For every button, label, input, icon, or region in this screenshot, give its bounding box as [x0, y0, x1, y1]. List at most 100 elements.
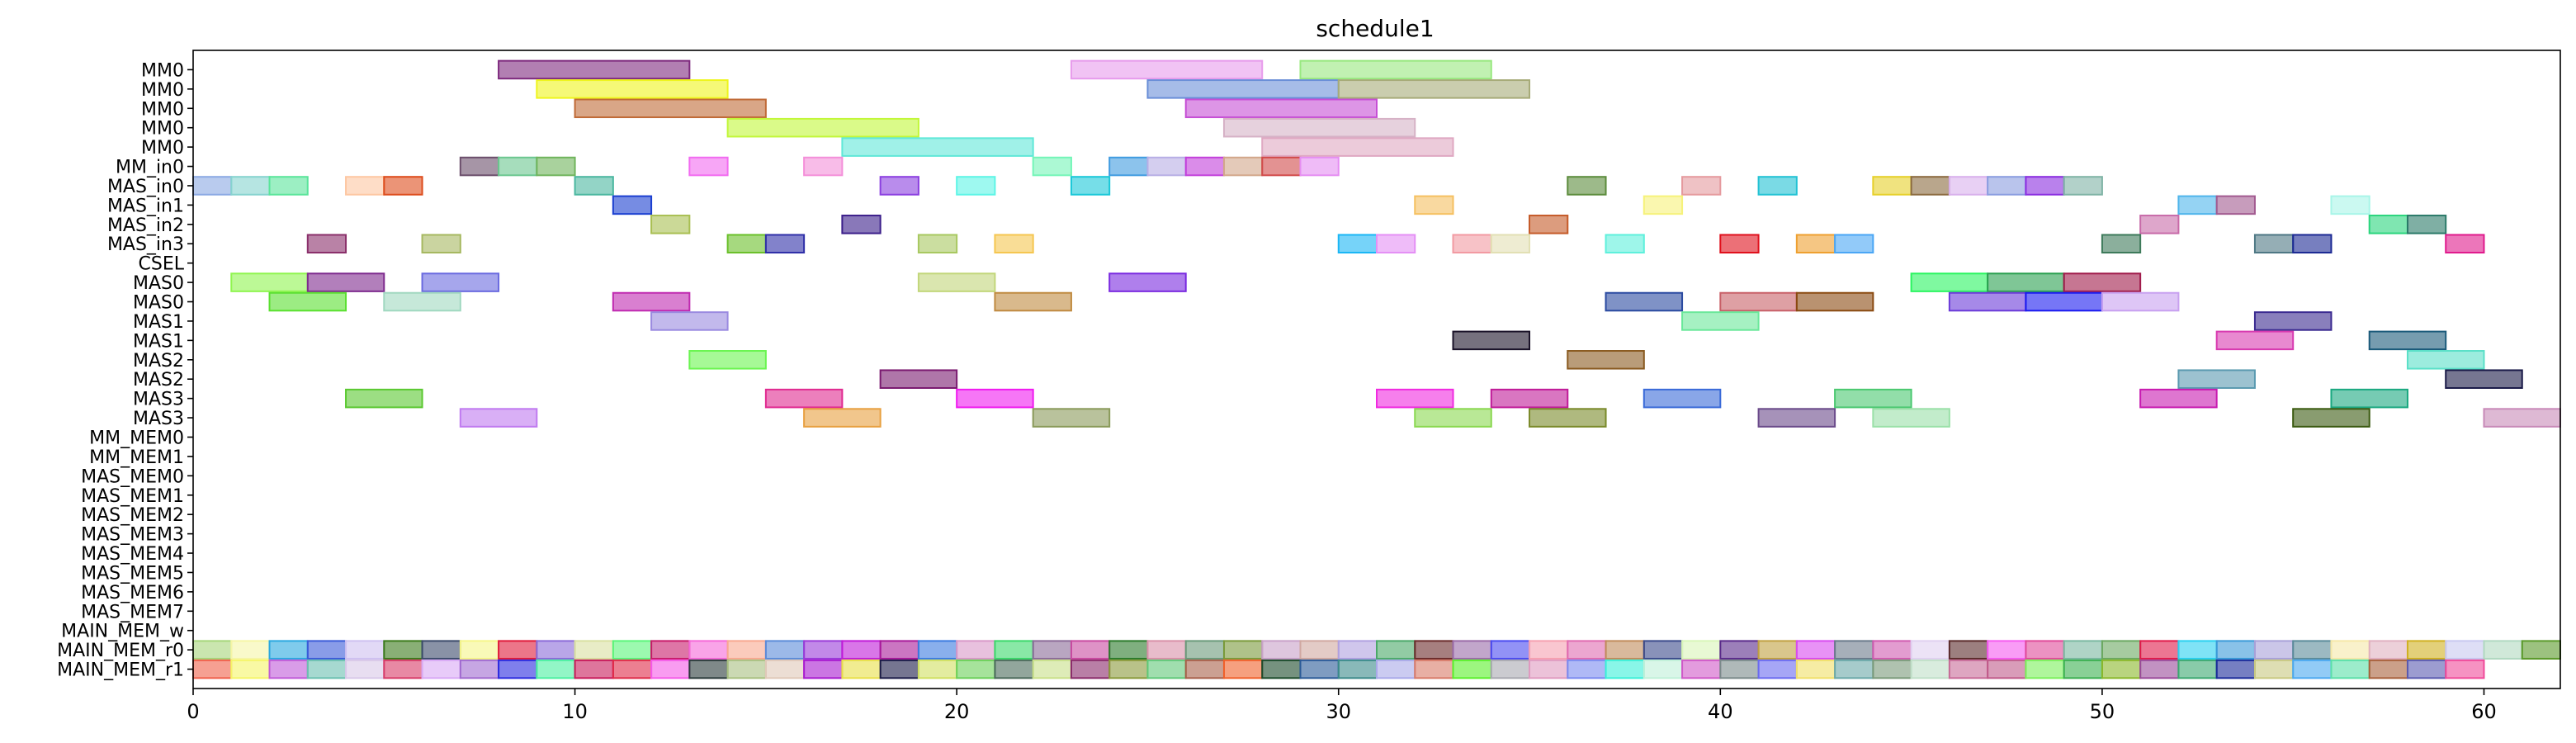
y-tick-label: MAS_MEM6	[81, 583, 184, 603]
mem-read1-bar	[1414, 659, 1454, 679]
mem-read1-bar	[1567, 659, 1607, 679]
mem-read1-bar	[2215, 659, 2256, 679]
task-bar	[498, 156, 538, 177]
mem-read0-bar	[1184, 640, 1225, 660]
y-tick-label: MAIN_MEM_r0	[57, 641, 184, 661]
mem-read0-bar	[1642, 640, 1684, 660]
task-bar	[688, 350, 767, 370]
mem-read0-bar	[345, 640, 385, 660]
task-bar	[1414, 195, 1454, 215]
mem-read1-bar	[192, 659, 233, 679]
task-bar	[2025, 176, 2065, 196]
y-tick-label: MAS_MEM1	[81, 486, 184, 507]
task-bar	[2101, 234, 2142, 254]
mem-read1-bar	[1452, 659, 1492, 679]
task-bar	[2177, 195, 2218, 215]
mem-read1-bar	[1337, 659, 1378, 679]
mem-read0-bar	[688, 640, 729, 660]
mem-read0-bar	[1299, 640, 1340, 660]
task-bar	[1299, 156, 1340, 177]
mem-read1-bar	[1261, 659, 1302, 679]
task-bar	[1872, 408, 1950, 428]
task-bar	[306, 234, 347, 254]
mem-read0-bar	[2025, 640, 2065, 660]
mem-read1-bar	[2253, 659, 2295, 679]
task-bar	[1452, 330, 1531, 351]
y-tick-label: MAIN_MEM_w	[61, 622, 184, 642]
task-bar	[1910, 272, 1989, 292]
mem-read1-bar	[2177, 659, 2218, 679]
y-axis-labels: MM0MM0MM0MM0MM0MM_in0MAS_in0MAS_in1MAS_i…	[57, 60, 193, 681]
task-bar	[1222, 117, 1416, 138]
mem-read1-bar	[1987, 659, 2027, 679]
mem-read0-bar	[1376, 640, 1416, 660]
task-bar	[879, 176, 919, 196]
mem-read1-bar	[459, 659, 500, 679]
task-bar	[1146, 79, 1340, 99]
x-tick-label: 0	[187, 700, 199, 723]
mem-read0-bar	[764, 640, 806, 660]
mem-read0-bar	[536, 640, 576, 660]
mem-read1-bar	[994, 659, 1034, 679]
y-tick-label: MAIN_MEM_r1	[57, 660, 184, 681]
task-bar	[2139, 215, 2180, 234]
y-tick-label: MM0	[141, 119, 184, 140]
task-bar	[994, 291, 1072, 312]
task-bar	[2406, 350, 2485, 370]
task-bar	[574, 176, 614, 196]
task-bar	[1642, 388, 1722, 409]
mem-read1-bar	[956, 659, 996, 679]
mem-read0-bar	[994, 640, 1034, 660]
task-bar	[230, 272, 309, 292]
task-bar	[2330, 195, 2370, 215]
mem-read0-bar	[459, 640, 500, 660]
task-bar	[1795, 234, 1836, 254]
task-bar	[764, 234, 806, 254]
mem-read0-bar	[574, 640, 614, 660]
task-bar	[2215, 195, 2256, 215]
task-bar	[2177, 369, 2256, 389]
y-tick-label: MAS_in2	[107, 215, 184, 236]
task-bar	[1795, 291, 1874, 312]
mem-read0-bar	[2292, 640, 2333, 660]
task-bar	[841, 137, 1034, 157]
mem-read0-bar	[2253, 640, 2295, 660]
mem-read0-bar	[383, 640, 423, 660]
y-tick-label: MAS_MEM0	[81, 466, 184, 487]
task-bar	[994, 234, 1034, 254]
task-bar	[2445, 369, 2523, 389]
task-bar	[2215, 330, 2295, 351]
task-bar	[650, 215, 691, 234]
mem-read0-bar	[1222, 640, 1264, 660]
mem-read1-bar	[1184, 659, 1225, 679]
y-tick-label: MM0	[141, 80, 184, 101]
mem-read1-bar	[1642, 659, 1684, 679]
y-tick-label: MAS3	[133, 390, 184, 410]
mem-read0-bar	[1567, 640, 1607, 660]
mem-read0-bar	[1605, 640, 1645, 660]
task-bar	[2025, 291, 2103, 312]
mem-read1-bar	[650, 659, 691, 679]
mem-read0-bar	[1146, 640, 1187, 660]
task-bar	[917, 272, 996, 292]
task-bar	[2101, 291, 2180, 312]
mem-read1-bar	[1529, 659, 1569, 679]
task-bar	[574, 98, 767, 119]
task-bar	[726, 234, 767, 254]
y-tick-label: MAS0	[133, 273, 184, 294]
task-bar	[726, 117, 919, 138]
y-tick-label: MAS_MEM4	[81, 544, 184, 565]
y-tick-label: MM0	[141, 138, 184, 159]
mem-read0-bar	[803, 640, 844, 660]
x-tick-label: 20	[944, 700, 970, 723]
mem-read1-bar	[498, 659, 538, 679]
mem-read1-bar	[1070, 659, 1111, 679]
mem-read1-bar	[2368, 659, 2408, 679]
mem-read0-bar	[2139, 640, 2180, 660]
y-tick-label: CSEL	[139, 254, 185, 275]
mem-read1-bar	[1681, 659, 1722, 679]
mem-read0-bar	[2101, 640, 2142, 660]
x-tick-label: 40	[1708, 700, 1733, 723]
mem-read0-bar	[1529, 640, 1569, 660]
task-bar	[421, 272, 500, 292]
